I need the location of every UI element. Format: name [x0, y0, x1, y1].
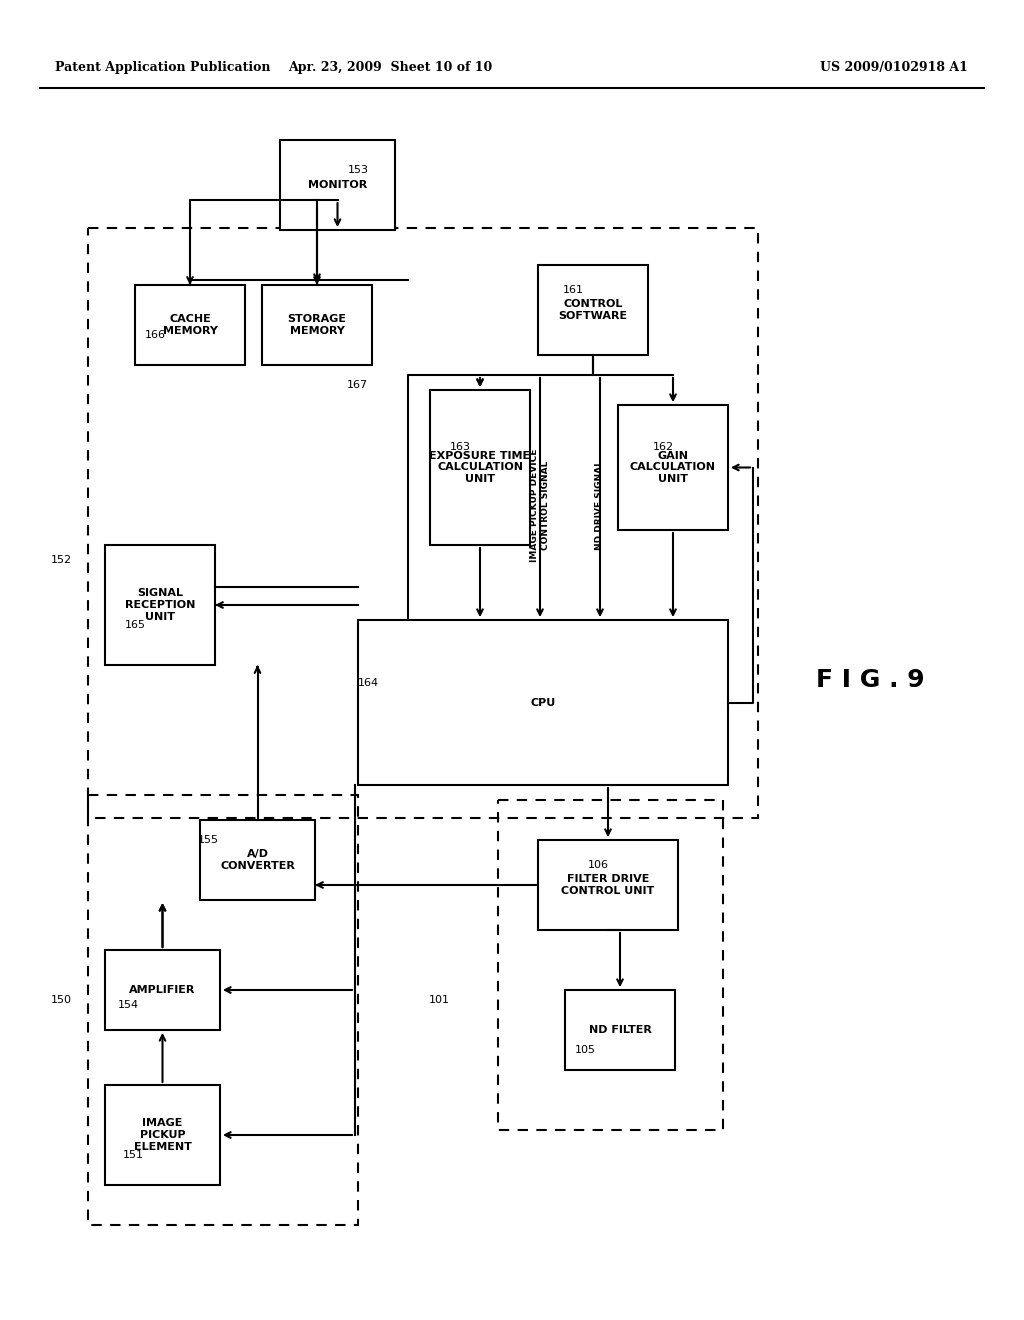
Text: 101: 101 — [429, 995, 450, 1005]
Bar — [200, 820, 315, 900]
Text: AMPLIFIER: AMPLIFIER — [129, 985, 196, 995]
Bar — [430, 389, 530, 545]
Text: ND DRIVE SIGNAL: ND DRIVE SIGNAL — [596, 461, 604, 550]
Text: US 2009/0102918 A1: US 2009/0102918 A1 — [820, 62, 968, 74]
Bar — [105, 1085, 220, 1185]
Text: EXPOSURE TIME
CALCULATION
UNIT: EXPOSURE TIME CALCULATION UNIT — [429, 451, 530, 484]
Bar — [105, 950, 220, 1030]
Bar — [105, 545, 215, 665]
Text: 155: 155 — [198, 836, 218, 845]
Text: IMAGE
PICKUP
ELEMENT: IMAGE PICKUP ELEMENT — [133, 1118, 191, 1151]
Text: 150: 150 — [51, 995, 72, 1005]
Text: 105: 105 — [575, 1045, 596, 1055]
Text: 153: 153 — [347, 165, 369, 176]
Text: 166: 166 — [145, 330, 166, 341]
Text: MONITOR: MONITOR — [308, 180, 368, 190]
Text: 106: 106 — [588, 861, 609, 870]
Text: 162: 162 — [653, 442, 674, 453]
Text: F I G . 9: F I G . 9 — [816, 668, 925, 692]
Text: 165: 165 — [125, 620, 146, 630]
Bar — [565, 990, 675, 1071]
Bar — [135, 285, 245, 366]
Text: 163: 163 — [450, 442, 471, 453]
Text: CACHE
MEMORY: CACHE MEMORY — [163, 314, 217, 335]
Text: CONTROL
SOFTWARE: CONTROL SOFTWARE — [558, 300, 628, 321]
Text: 161: 161 — [563, 285, 584, 294]
Text: 164: 164 — [358, 677, 379, 688]
Text: GAIN
CALCULATION
UNIT: GAIN CALCULATION UNIT — [630, 451, 716, 484]
Text: CPU: CPU — [530, 697, 556, 708]
Text: ND FILTER: ND FILTER — [589, 1026, 651, 1035]
Text: SIGNAL
RECEPTION
UNIT: SIGNAL RECEPTION UNIT — [125, 589, 196, 622]
Bar — [262, 285, 372, 366]
Text: 154: 154 — [118, 1001, 138, 1010]
Bar — [88, 795, 358, 1225]
Text: FILTER DRIVE
CONTROL UNIT: FILTER DRIVE CONTROL UNIT — [561, 874, 654, 896]
Text: A/D
CONVERTER: A/D CONVERTER — [220, 849, 295, 871]
Text: 167: 167 — [347, 380, 368, 389]
Text: 152: 152 — [51, 554, 72, 565]
Bar — [618, 405, 728, 531]
Text: Apr. 23, 2009  Sheet 10 of 10: Apr. 23, 2009 Sheet 10 of 10 — [288, 62, 493, 74]
Bar — [358, 620, 728, 785]
Text: IMAGE PICKUP DEVICE
CONTROL SIGNAL: IMAGE PICKUP DEVICE CONTROL SIGNAL — [530, 449, 550, 562]
Text: 151: 151 — [123, 1150, 143, 1160]
Bar — [280, 140, 395, 230]
Bar — [498, 800, 723, 1130]
Bar — [538, 265, 648, 355]
Bar — [88, 228, 758, 818]
Bar — [538, 840, 678, 931]
Text: STORAGE
MEMORY: STORAGE MEMORY — [288, 314, 346, 335]
Text: Patent Application Publication: Patent Application Publication — [55, 62, 270, 74]
